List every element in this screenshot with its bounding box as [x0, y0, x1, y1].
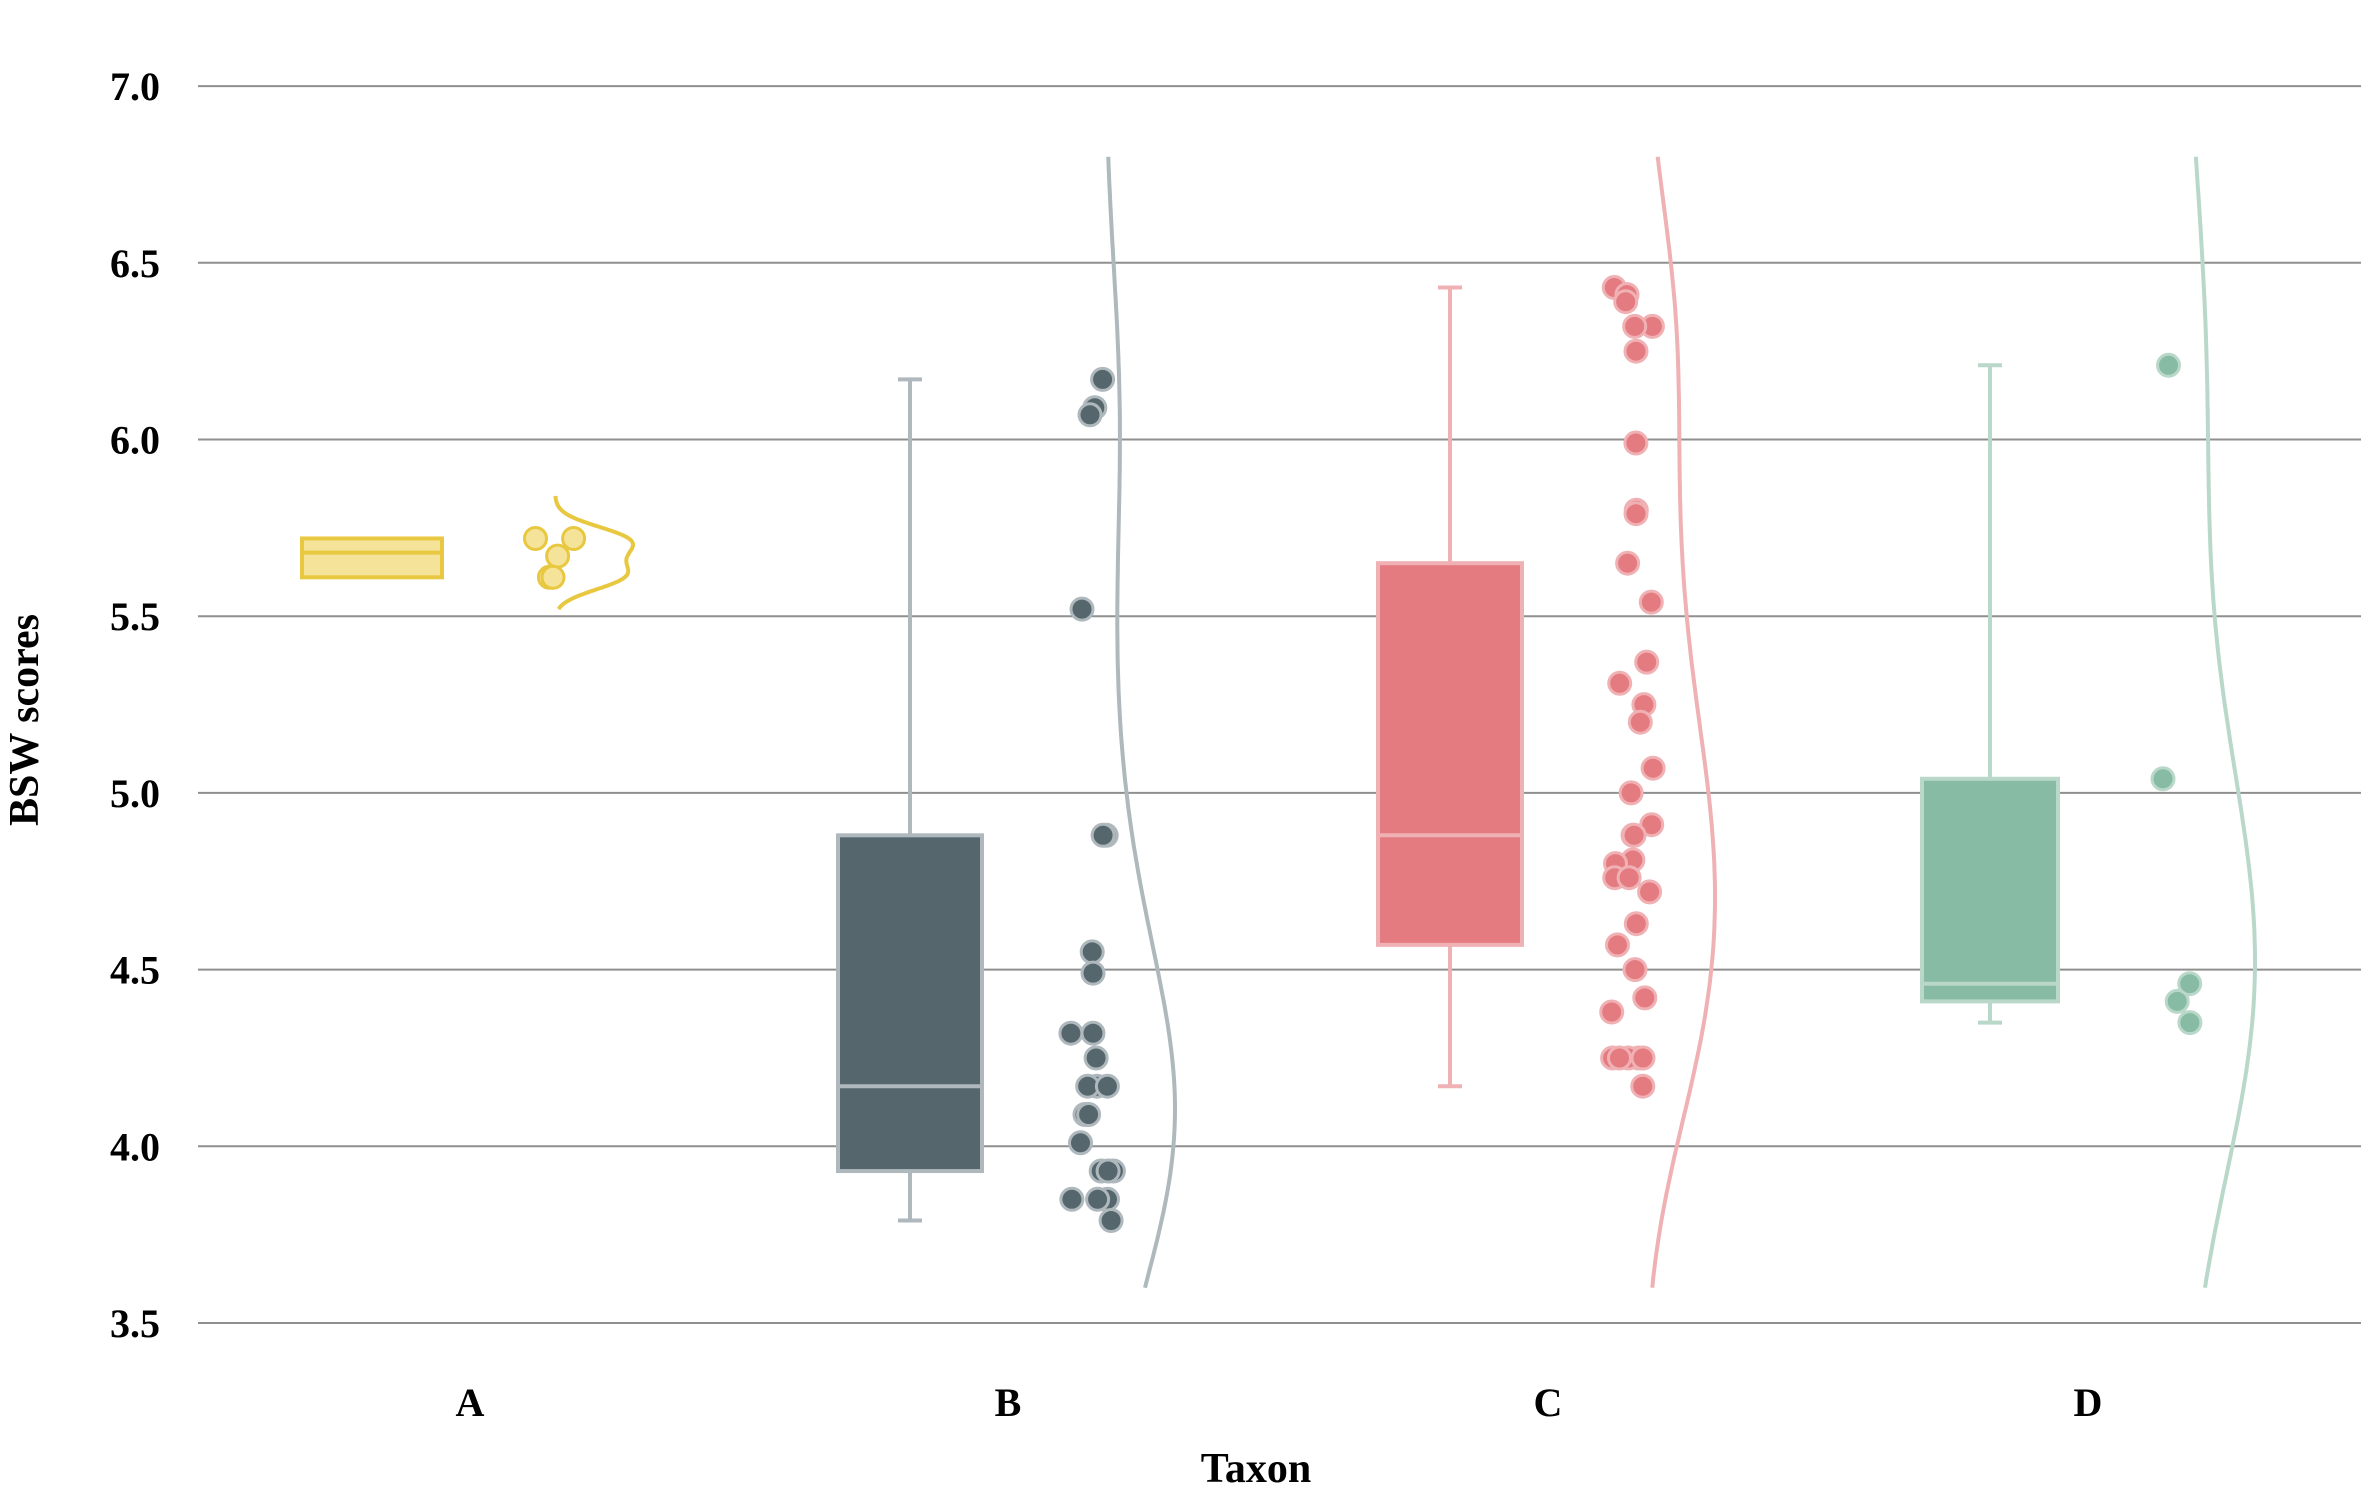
data-point-C: [1630, 1045, 1656, 1071]
x-tick-labels: A B C D: [456, 1380, 2103, 1425]
y-tick-label: 7.0: [110, 64, 160, 109]
data-point-B: [1090, 366, 1116, 392]
x-tick-label: C: [1534, 1380, 1563, 1425]
data-point-C: [1630, 1073, 1656, 1099]
data-point-B: [1069, 596, 1095, 622]
data-point-D: [2150, 766, 2176, 792]
density-curve-D: [2193, 156, 2257, 1289]
data-point-C: [1634, 649, 1660, 675]
density-curve-A: [553, 495, 635, 611]
data-point-B: [1090, 822, 1116, 848]
y-tick-label: 4.5: [110, 948, 160, 993]
data-point-C: [1638, 589, 1664, 615]
data-point-C: [1622, 957, 1648, 983]
data-point-A: [523, 526, 548, 551]
y-tick-label: 3.5: [110, 1301, 160, 1346]
density-curve-C: [1650, 156, 1717, 1288]
data-points: [523, 275, 2203, 1233]
data-point-B: [1085, 1186, 1111, 1212]
data-point-B: [1079, 939, 1105, 965]
data-point-C: [1622, 313, 1648, 339]
box-B: [836, 833, 984, 1174]
data-point-D: [2177, 1010, 2203, 1036]
data-point-C: [1637, 879, 1663, 905]
box-A: [300, 536, 444, 580]
data-point-A: [540, 564, 566, 590]
y-tick-label: 5.0: [110, 771, 160, 816]
data-point-B: [1059, 1186, 1085, 1212]
data-point-C: [1605, 932, 1630, 958]
data-point-C: [1607, 1045, 1632, 1071]
data-point-C: [1623, 501, 1649, 527]
y-tick-label: 6.0: [110, 418, 160, 463]
data-point-C: [1623, 338, 1649, 364]
data-point-B: [1077, 402, 1103, 428]
data-point-C: [1618, 780, 1644, 806]
gridlines: [198, 85, 2361, 1324]
data-point-C: [1615, 550, 1641, 576]
data-point-C: [1640, 755, 1666, 781]
data-point-B: [1058, 1020, 1084, 1046]
data-point-C: [1623, 430, 1649, 456]
x-tick-label: A: [456, 1380, 485, 1425]
data-point-C: [1616, 865, 1642, 891]
data-point-B: [1095, 1158, 1121, 1184]
data-point-C: [1627, 709, 1653, 735]
x-axis-title: Taxon: [1201, 1446, 1312, 1492]
y-tick-label: 6.5: [110, 241, 160, 286]
data-point-C: [1621, 822, 1647, 848]
data-point-C: [1623, 911, 1649, 937]
data-point-B: [1080, 1020, 1106, 1046]
data-point-D: [2177, 971, 2203, 997]
y-tick-labels: 3.5 4.0 4.5 5.0 5.5 6.0 6.5 7.0: [110, 64, 160, 1346]
box-D: [1920, 776, 2060, 1004]
data-point-C: [1613, 289, 1639, 315]
data-point-A: [545, 543, 571, 569]
data-point-B: [1083, 1045, 1109, 1071]
data-point-B: [1076, 1102, 1102, 1127]
y-axis-title: BSW scores: [2, 614, 48, 826]
box-plots: [300, 285, 2060, 1223]
data-point-D: [2156, 352, 2181, 378]
data-point-B: [1094, 1073, 1120, 1099]
data-point-C: [1607, 670, 1633, 696]
data-point-C: [1632, 985, 1658, 1011]
data-point-C: [1599, 999, 1625, 1025]
data-point-B: [1080, 960, 1106, 986]
x-tick-label: B: [995, 1380, 1022, 1425]
data-point-D: [2164, 988, 2190, 1014]
density-curve-B: [1106, 156, 1178, 1289]
density-clouds: [553, 156, 2257, 1289]
data-point-B: [1068, 1130, 1093, 1156]
y-tick-label: 5.5: [110, 594, 160, 639]
data-point-B: [1098, 1208, 1124, 1233]
y-tick-label: 4.0: [110, 1124, 160, 1169]
box-C: [1376, 561, 1524, 947]
x-tick-label: D: [2074, 1380, 2103, 1425]
data-point-A: [561, 526, 587, 551]
